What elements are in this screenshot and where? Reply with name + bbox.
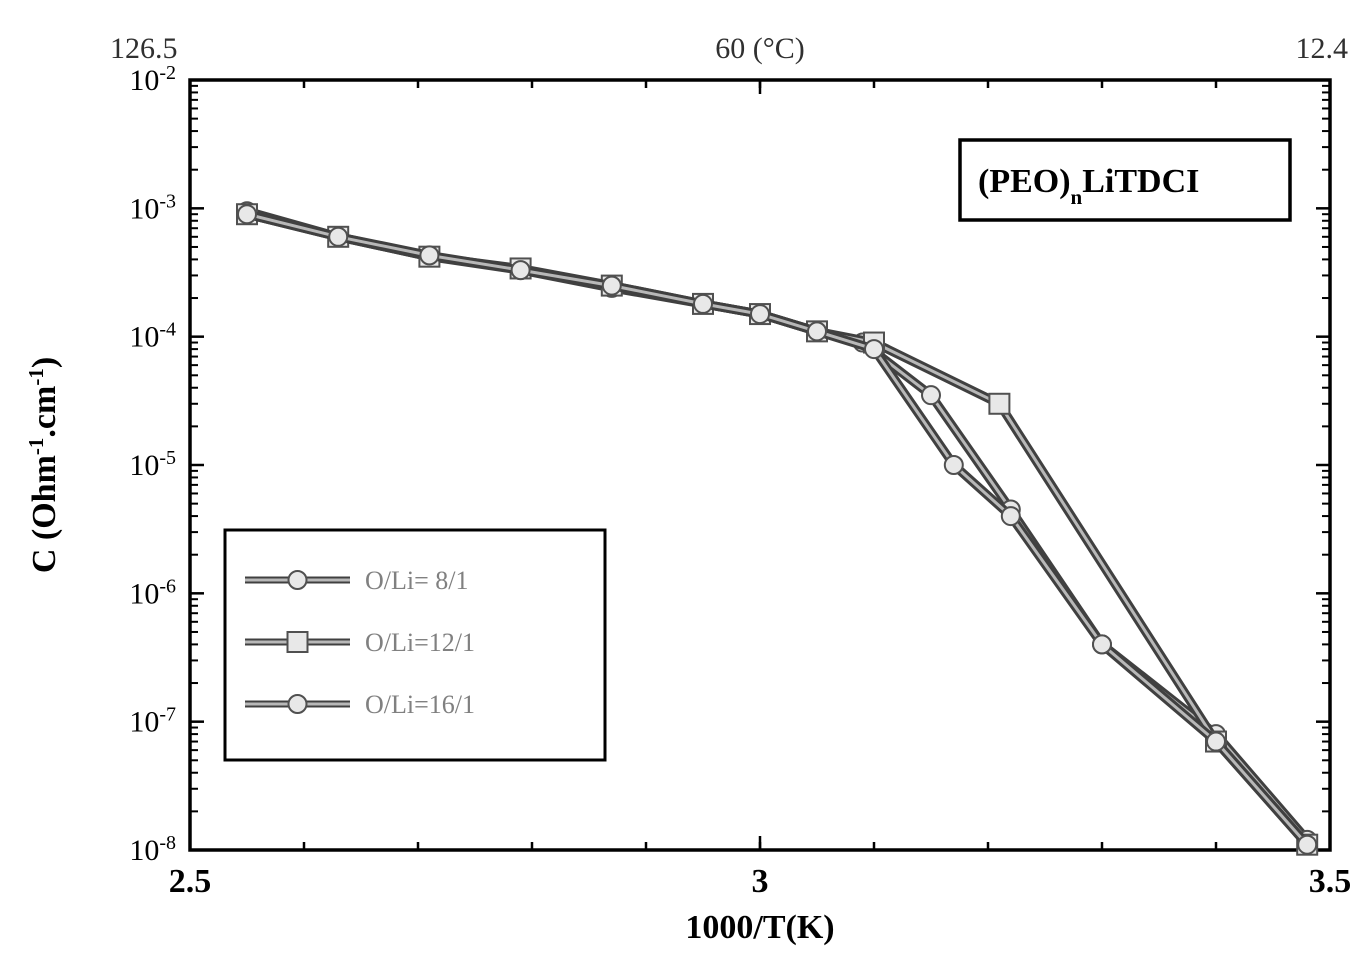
legend-label: O/Li=12/1 bbox=[365, 628, 475, 657]
data-marker bbox=[1002, 507, 1020, 525]
top-axis-label: 12.4 bbox=[1296, 32, 1349, 65]
arrhenius-chart: 2.533.51000/T(K)126.560 (°C)12.410-810-7… bbox=[0, 0, 1369, 954]
x-tick-label: 2.5 bbox=[169, 863, 212, 900]
data-marker bbox=[694, 295, 712, 313]
legend-label: O/Li=16/1 bbox=[365, 690, 475, 719]
top-axis-label: 60 (°C) bbox=[715, 32, 805, 65]
data-marker bbox=[945, 456, 963, 474]
data-marker bbox=[512, 261, 530, 279]
svg-text:C (Ohm-1.cm-1): C (Ohm-1.cm-1) bbox=[24, 357, 63, 573]
data-marker bbox=[808, 322, 826, 340]
y-axis-label: C (Ohm-1.cm-1) bbox=[24, 357, 63, 573]
data-marker bbox=[865, 340, 883, 358]
data-marker bbox=[603, 277, 621, 295]
chart-svg: 2.533.51000/T(K)126.560 (°C)12.410-810-7… bbox=[0, 0, 1369, 954]
top-axis-label: 126.5 bbox=[110, 32, 178, 65]
data-marker bbox=[1207, 733, 1225, 751]
x-tick-label: 3 bbox=[752, 863, 769, 900]
legend-label: O/Li= 8/1 bbox=[365, 566, 469, 595]
x-tick-label: 3.5 bbox=[1309, 863, 1352, 900]
data-marker bbox=[989, 394, 1009, 414]
data-marker bbox=[1298, 836, 1316, 854]
data-marker bbox=[922, 386, 940, 404]
data-marker bbox=[420, 246, 438, 264]
data-marker bbox=[329, 228, 347, 246]
data-marker bbox=[751, 305, 769, 323]
data-marker bbox=[238, 205, 256, 223]
data-marker bbox=[1093, 635, 1111, 653]
x-axis-label: 1000/T(K) bbox=[685, 909, 834, 946]
